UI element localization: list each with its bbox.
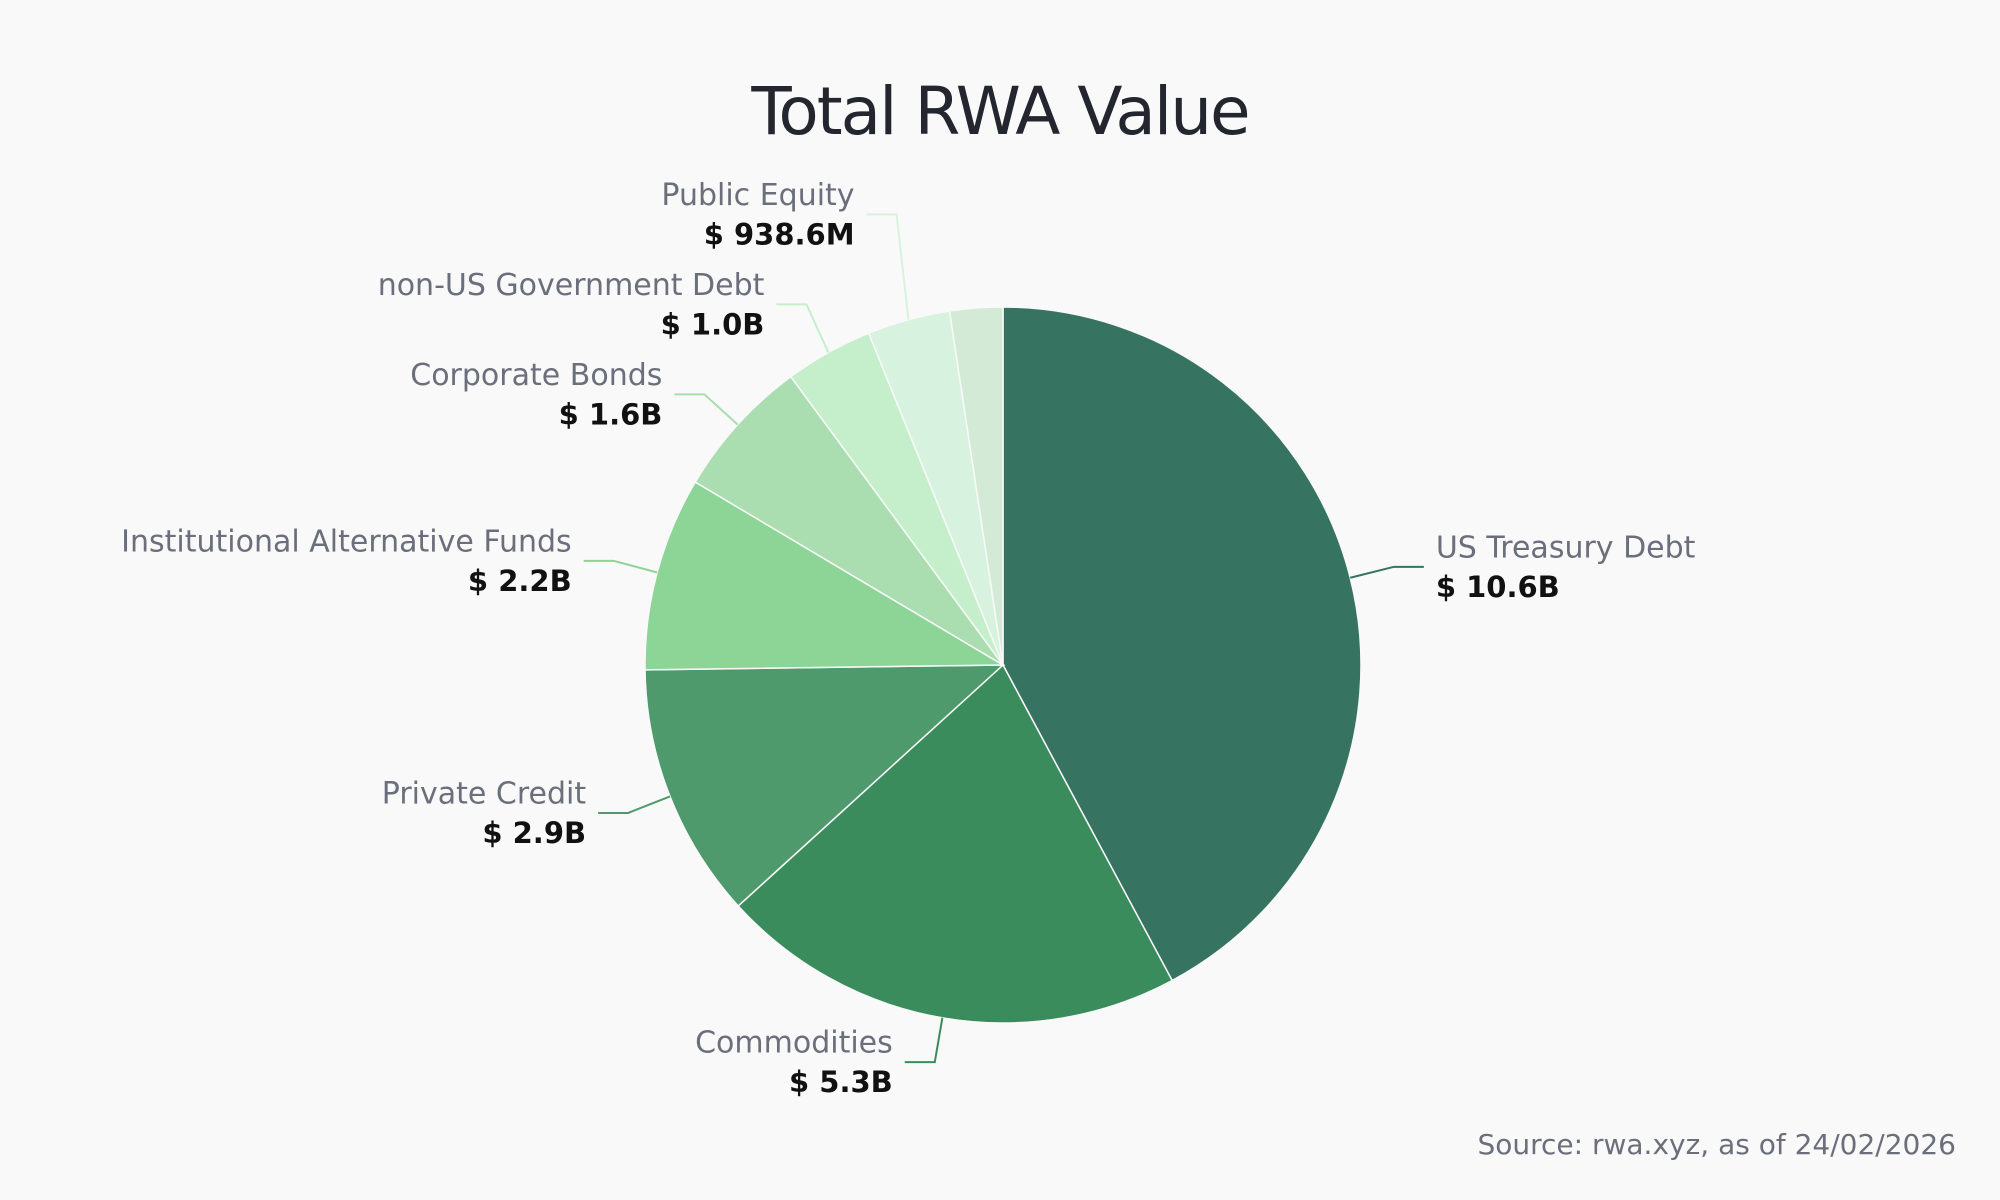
pie-slice xyxy=(644,481,1006,671)
slice-value-label: $ 938.6M xyxy=(704,217,855,251)
leader-line xyxy=(598,795,671,814)
slice-label: Private Credit xyxy=(382,776,587,811)
leader-line xyxy=(674,393,739,426)
pie-slice xyxy=(694,375,1004,666)
leader-line xyxy=(776,303,830,353)
slice-label: Public Equity xyxy=(661,178,854,213)
pie-slice xyxy=(1002,306,1362,982)
slice-value-label: $ 1.0B xyxy=(661,307,765,341)
slice-label: Institutional Alternative Funds xyxy=(121,524,572,559)
slice-label: Corporate Bonds xyxy=(410,358,662,393)
leader-line xyxy=(866,213,910,320)
pie-slice xyxy=(644,664,1005,908)
slice-label: US Treasury Debt xyxy=(1436,530,1696,565)
leader-line xyxy=(904,1017,944,1064)
slice-value-label: $ 5.3B xyxy=(789,1065,893,1099)
pie-slice xyxy=(737,663,1174,1024)
slice-value-label: $ 10.6B xyxy=(1436,570,1560,604)
source-note: Source: rwa.xyz, as of 24/02/2026 xyxy=(1477,1128,1956,1161)
chart-title: Total RWA Value xyxy=(750,73,1248,150)
leader-line xyxy=(583,559,658,574)
slice-label: Commodities xyxy=(695,1026,893,1061)
pie-slice xyxy=(948,306,1004,666)
leader-line xyxy=(1349,565,1424,579)
slice-value-label: $ 2.2B xyxy=(468,564,572,598)
slice-value-label: $ 2.9B xyxy=(482,816,586,850)
slice-value-label: $ 1.6B xyxy=(559,397,663,431)
slice-label: non-US Government Debt xyxy=(378,268,765,303)
